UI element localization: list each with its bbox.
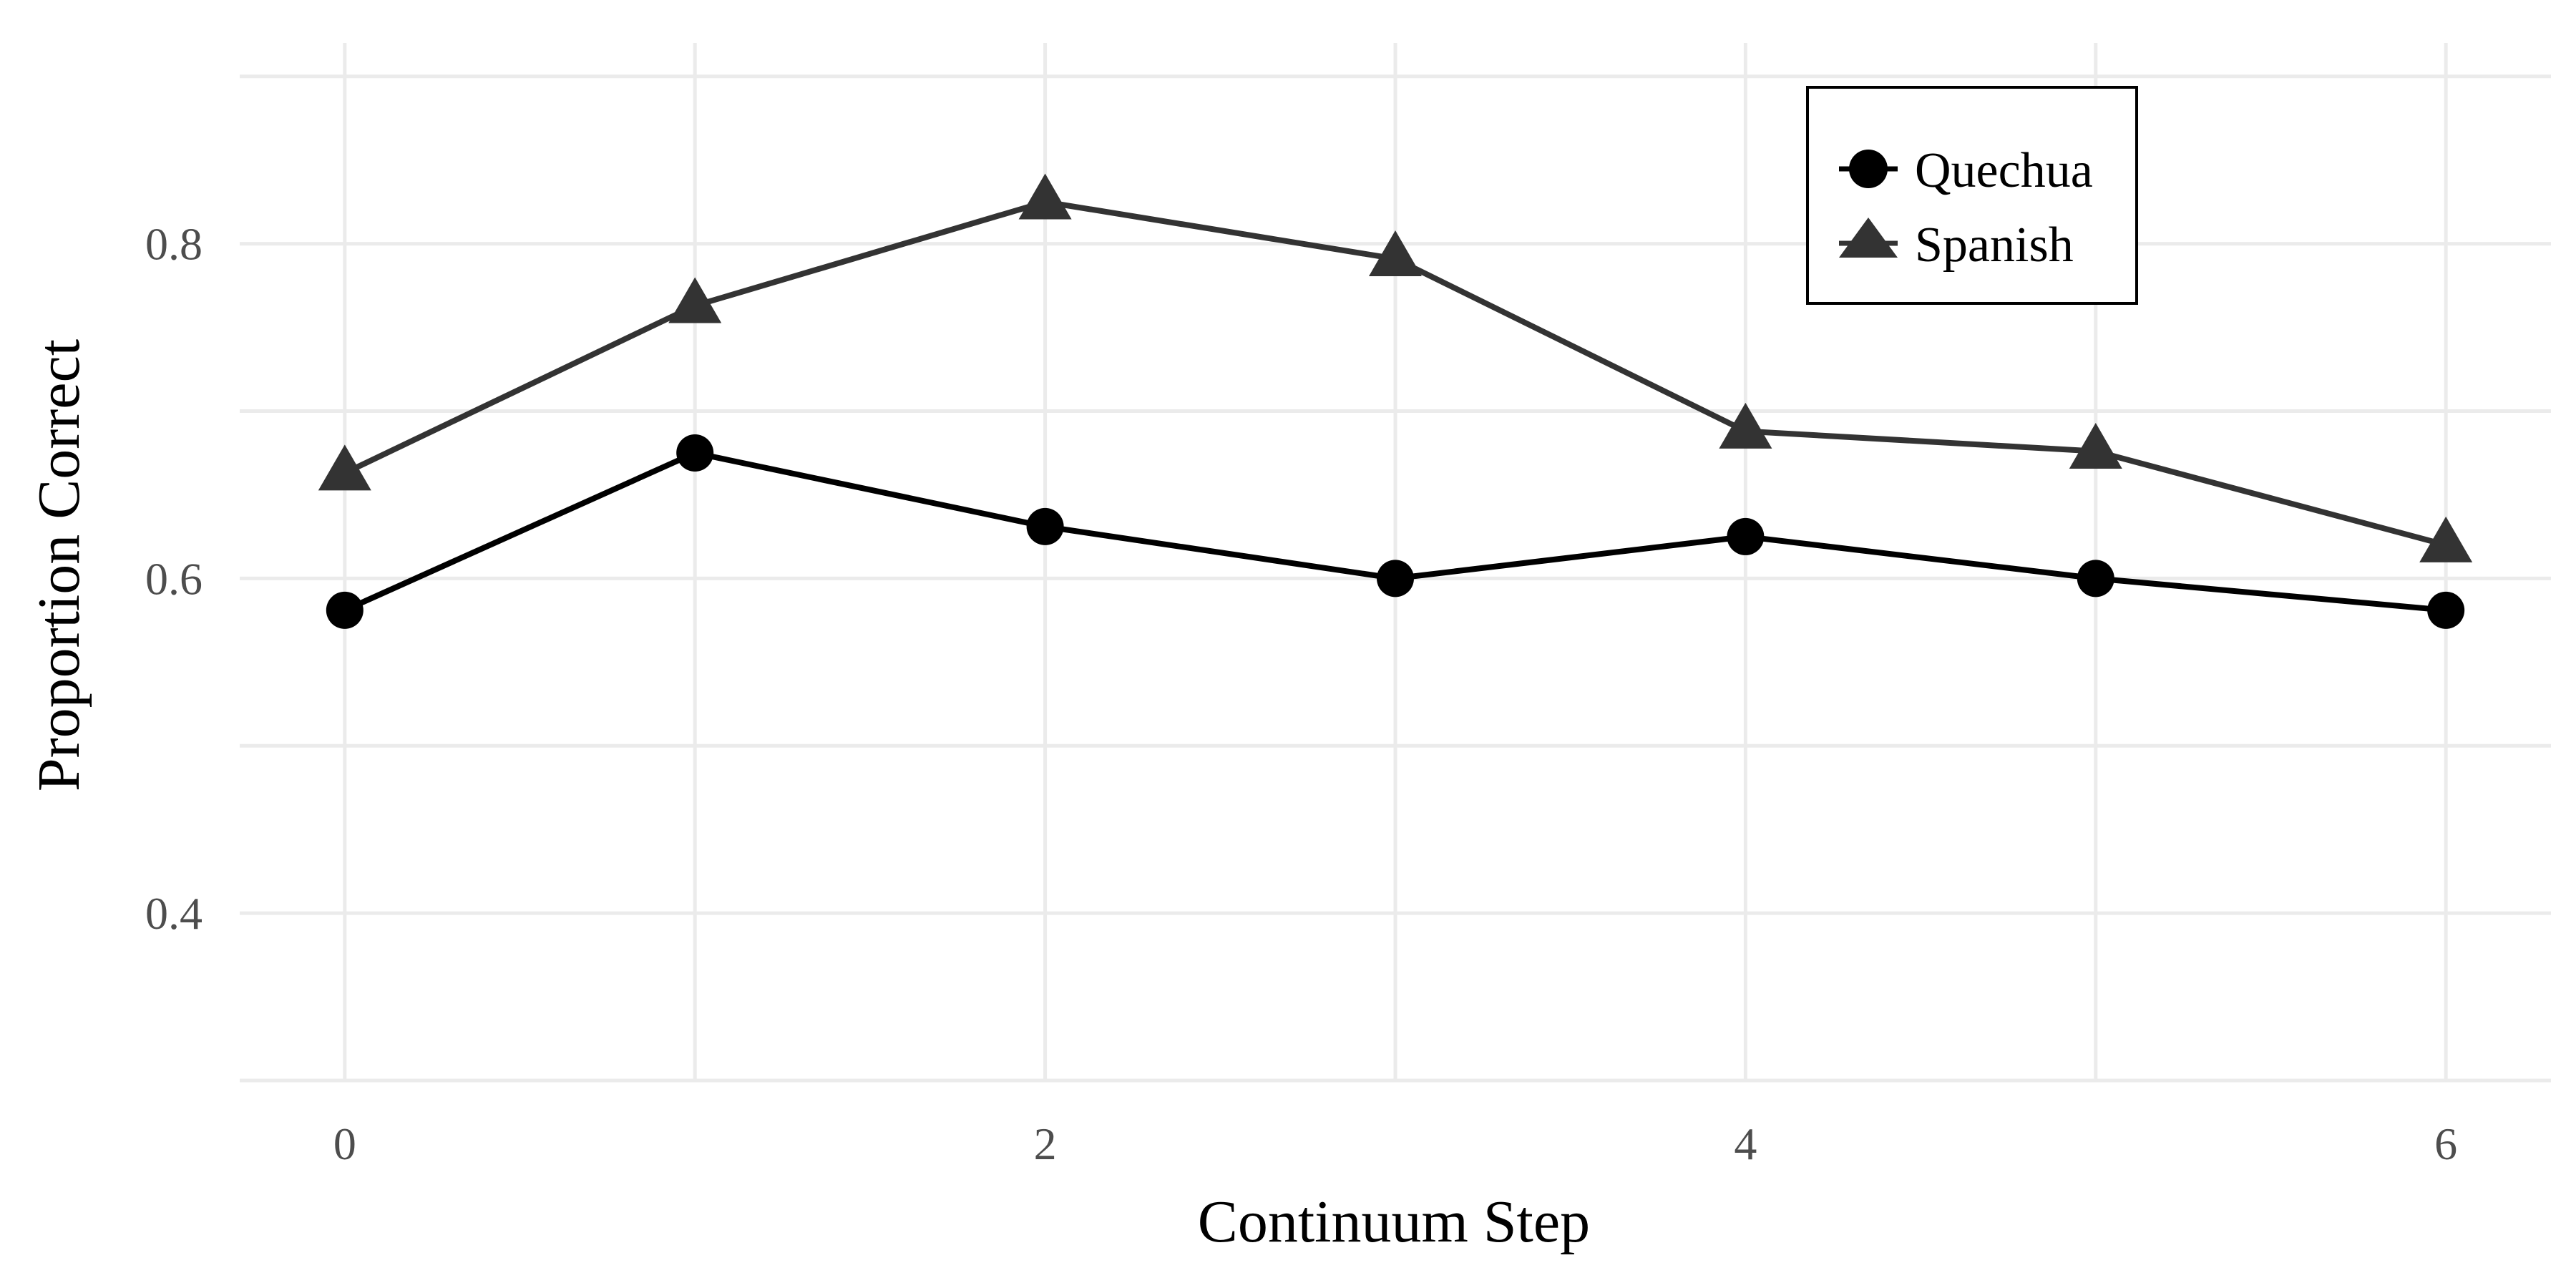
data-point-spanish	[2419, 516, 2473, 562]
y-tick-label: 0.8	[145, 219, 203, 270]
legend-item-spanish: Spanish	[1839, 218, 2074, 273]
data-point-quechua	[2077, 560, 2114, 597]
legend-marker-spanish	[1839, 218, 1898, 258]
data-point-quechua	[2427, 591, 2465, 629]
legend-item-quechua: Quechua	[1839, 143, 2093, 198]
data-point-quechua	[1377, 560, 1414, 597]
legend-box	[1806, 86, 2138, 305]
x-tick-label: 2	[1034, 1118, 1057, 1169]
legend-label-spanish: Spanish	[1915, 218, 2074, 273]
y-tick-label: 0.4	[145, 888, 203, 939]
y-tick-label: 0.6	[145, 553, 203, 604]
legend: Quechua Spanish	[1806, 86, 2138, 305]
data-point-spanish	[668, 277, 722, 323]
series-quechua	[326, 434, 2465, 629]
data-point-quechua	[1026, 507, 1064, 545]
data-point-quechua	[1727, 517, 1765, 555]
x-tick-label: 6	[2434, 1118, 2457, 1169]
data-point-spanish	[1369, 230, 1422, 277]
legend-label-quechua: Quechua	[1915, 143, 2093, 198]
data-point-quechua	[326, 591, 364, 629]
series	[318, 173, 2473, 629]
data-point-spanish	[1018, 173, 1072, 220]
x-tick-label: 4	[1734, 1118, 1757, 1169]
x-tick-label: 0	[333, 1118, 356, 1169]
series-spanish	[318, 173, 2473, 562]
x-axis-title: Continuum Step	[1198, 1189, 1590, 1255]
data-point-spanish	[2069, 422, 2122, 469]
data-point-quechua	[676, 434, 714, 472]
data-point-spanish	[318, 444, 371, 491]
y-axis-ticks: 0.4 0.6 0.8	[145, 219, 203, 939]
data-point-spanish	[1719, 402, 1772, 449]
x-axis-ticks: 0 2 4 6	[333, 1118, 2457, 1169]
y-axis-title: Proportion Correct	[26, 339, 92, 791]
legend-marker-quechua	[1849, 150, 1888, 188]
